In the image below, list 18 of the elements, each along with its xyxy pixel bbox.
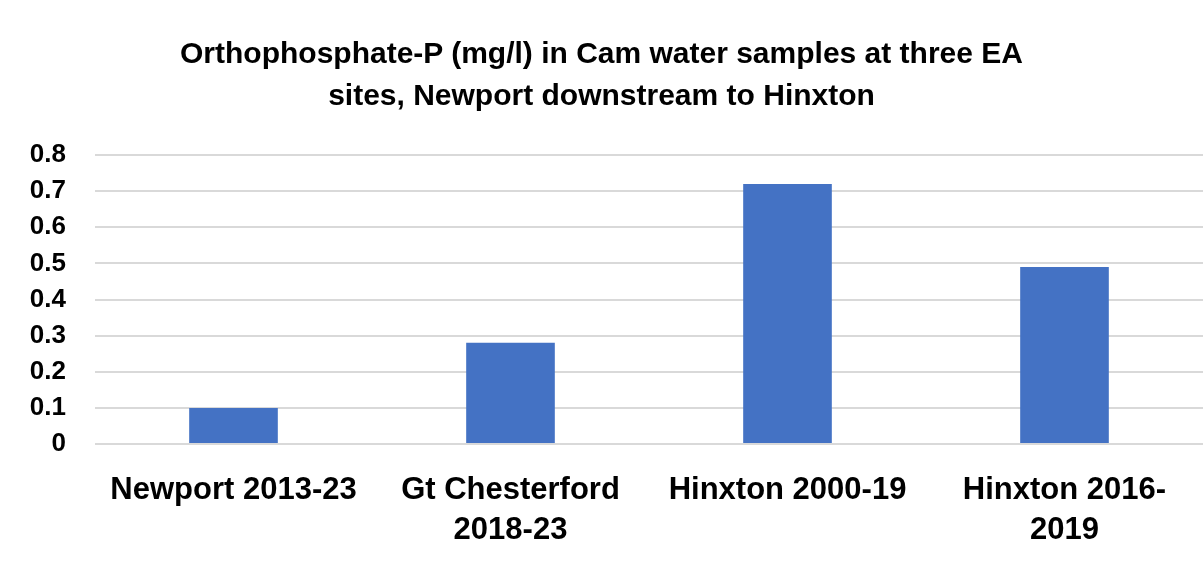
bar <box>743 183 832 443</box>
bar <box>1020 266 1109 443</box>
x-tick-label: Gt Chesterford 2018-23 <box>401 470 620 546</box>
y-tick-label: 0.2 <box>29 354 66 385</box>
y-tick-label: 0.8 <box>29 138 66 169</box>
y-tick-label: 0.4 <box>29 282 67 313</box>
chart-title: Orthophosphate-P (mg/l) in Cam water samples at three EA sites, Newport downstream to Hinxton <box>180 36 1023 112</box>
x-tick-label: Newport 2013-23 <box>110 470 357 506</box>
y-tick-label: 0.1 <box>29 391 66 422</box>
y-tick-label: 0.6 <box>29 210 66 241</box>
bar <box>466 342 555 443</box>
y-tick-label: 0 <box>51 427 66 458</box>
y-tick-label: 0.3 <box>29 318 66 349</box>
x-tick-label: Hinxton 2000-19 <box>668 470 907 506</box>
y-tick-label: 0.5 <box>29 246 66 277</box>
bar <box>189 407 278 443</box>
x-tick-label: Hinxton 2016-2019 <box>962 470 1167 546</box>
y-tick-label: 0.7 <box>29 174 66 205</box>
